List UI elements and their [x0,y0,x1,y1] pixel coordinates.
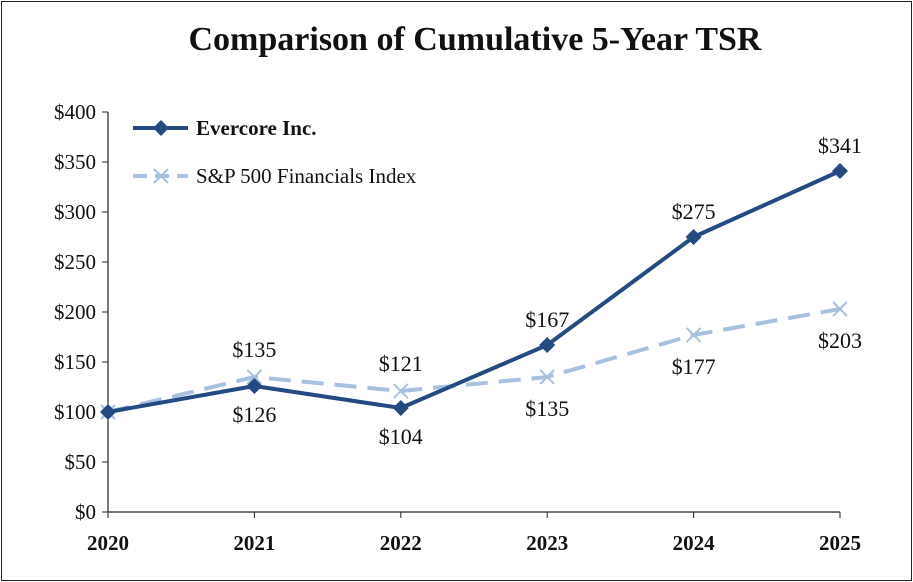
y-tick-label: $250 [54,250,96,274]
x-tick-label: 2024 [673,531,716,555]
sp500-data-label: $203 [818,328,862,353]
evercore-data-label: $275 [672,199,716,224]
legend-evercore-marker [153,120,169,136]
evercore-marker [100,404,116,420]
evercore-marker [539,337,556,353]
x-tick-label: 2023 [526,531,568,555]
sp500-marker [246,369,263,385]
y-tick-label: $200 [54,300,96,324]
evercore-marker [246,378,263,394]
sp500-marker [685,327,702,343]
evercore-marker [832,163,848,179]
chart-title: Comparison of Cumulative 5-Year TSR [189,21,762,58]
x-marker-stroke [393,383,409,399]
y-tick-label: $300 [54,200,96,224]
legend: Evercore Inc. S&P 500 Financials Index [133,116,417,188]
x-marker-stroke [153,168,169,184]
sp500-marker [832,301,848,317]
legend-sp500-marker [153,168,169,184]
y-tick-label: $100 [54,400,96,424]
sp500-marker [393,383,409,399]
evercore-marker [392,400,409,416]
x-marker-stroke [685,327,702,343]
legend-evercore-label: Evercore Inc. [196,116,317,140]
sp500-data-label: $135 [525,396,569,421]
sp500-data-label: $177 [672,354,716,379]
sp500-data-label: $121 [379,351,423,376]
x-marker-stroke [246,369,263,385]
y-tick-label: $400 [54,100,96,124]
y-tick-label: $150 [54,350,96,374]
x-marker-stroke [539,369,555,385]
data-labels-layer: $126 $104 $167 $275 $341 $135 $121 $135 $177 $203 [232,133,862,449]
sp500-financials-line [107,307,841,414]
x-tick-label: 2025 [819,531,861,555]
y-tick-label: $0 [75,500,96,524]
x-tick-label: 2020 [87,531,129,555]
series-layer [100,163,848,420]
x-tick-label: 2022 [380,531,422,555]
y-tick-label: $50 [65,450,97,474]
evercore-data-label: $104 [379,424,423,449]
evercore-marker [685,229,702,245]
x-tick-label: 2021 [233,531,275,555]
y-tick-label: $350 [54,150,96,174]
sp500-data-label: $135 [232,337,276,362]
evercore-data-label: $341 [818,133,862,158]
evercore-data-label: $126 [232,402,276,427]
sp500-marker [539,369,555,385]
evercore-line [107,169,841,414]
evercore-data-label: $167 [525,307,569,332]
chart-axes: $0 $50 $100 $150 $200 $250 $300 $350 $400 2020 202… [54,100,861,555]
x-marker-stroke [832,301,848,317]
legend-sp500-label: S&P 500 Financials Index [196,164,417,188]
